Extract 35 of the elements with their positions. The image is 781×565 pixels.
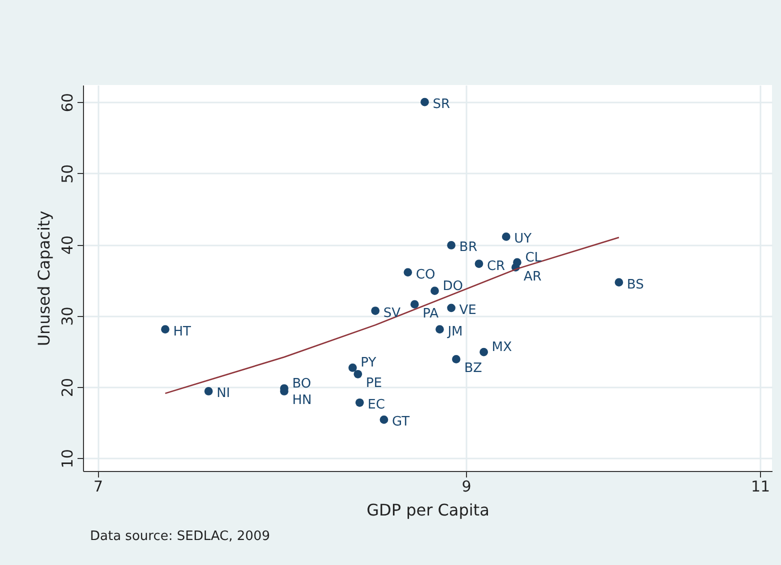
annotation: NI [216, 386, 230, 402]
annotation: CL [525, 250, 542, 266]
annotation: EC [368, 398, 385, 413]
annotation: GT [392, 414, 410, 430]
annotation: CR [486, 258, 506, 274]
y-tick-label: 10 [58, 449, 76, 468]
annotation: JM [446, 324, 463, 340]
annotation: BZ [464, 361, 482, 376]
x-tick-label: 9 [462, 478, 472, 496]
annotation: HT [173, 324, 192, 340]
y-tick-label: 40 [58, 235, 76, 255]
x-tick-label: 7 [93, 478, 103, 496]
annotation: UY [514, 232, 532, 247]
annotation: BS [626, 277, 644, 292]
y-tick-label: 60 [58, 93, 76, 112]
annotation: CO [416, 267, 436, 282]
annotation: MX [492, 340, 512, 356]
x-axis-title: GDP per Capita [366, 500, 490, 520]
annotation: PA [422, 306, 439, 322]
annotation: HN [292, 393, 312, 408]
annotation: SR [432, 97, 450, 112]
source-note: Data source: SEDLAC, 2009 [90, 529, 270, 544]
annotation: AR [524, 269, 542, 284]
x-tick-label: 11 [751, 478, 770, 496]
annotation: PE [366, 376, 382, 392]
annotation: BR [459, 240, 478, 256]
y-axis-title: Unused Capacity [34, 210, 54, 346]
y-tick-label: 30 [58, 306, 76, 326]
annotation: PY [360, 356, 376, 371]
annotation: VE [459, 302, 476, 318]
annotation: BO [292, 376, 312, 392]
y-tick-label: 50 [58, 164, 76, 184]
annotation: DO [442, 278, 463, 294]
annotation: SV [383, 306, 401, 321]
y-tick-label: 20 [58, 378, 76, 398]
